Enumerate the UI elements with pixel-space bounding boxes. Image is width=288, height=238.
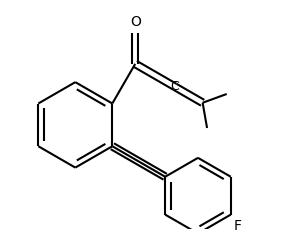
Text: O: O [130,15,141,29]
Text: C: C [170,80,179,93]
Text: F: F [234,219,242,233]
